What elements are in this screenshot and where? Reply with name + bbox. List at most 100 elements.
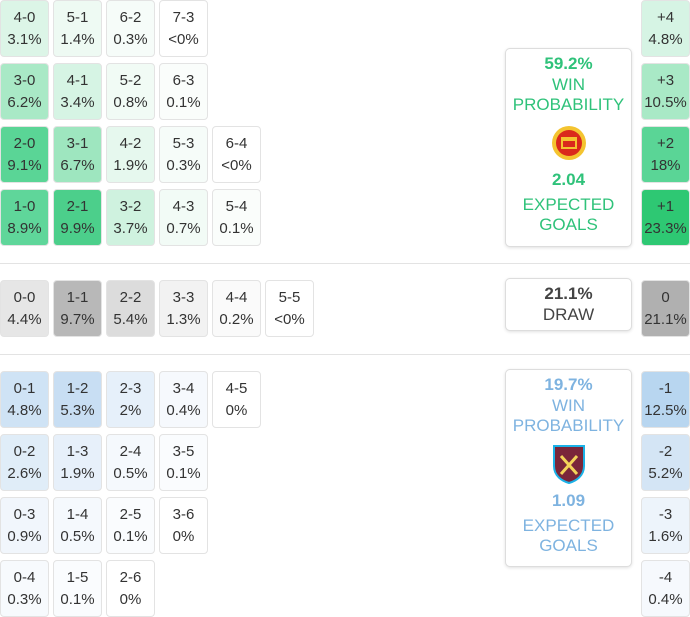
score: 0-1 <box>13 380 36 397</box>
score: 2-5 <box>119 506 142 523</box>
score: 2-3 <box>119 380 142 397</box>
probability: 0% <box>172 528 195 545</box>
score: 1-2 <box>66 380 89 397</box>
score-cell: 0-0 4.4% <box>0 280 49 337</box>
score-cell: 1-2 5.3% <box>53 371 102 428</box>
score-cell: 5-3 0.3% <box>159 126 208 183</box>
probability: 1.6% <box>648 528 683 545</box>
probability: 8.9% <box>7 220 42 237</box>
score: 1-5 <box>66 569 89 586</box>
score-cell: 3-3 1.3% <box>159 280 208 337</box>
probability: 9.1% <box>7 157 42 174</box>
score-cell: 1-4 0.5% <box>53 497 102 554</box>
margin-cell: +2 18% <box>641 126 690 183</box>
probability: 1.9% <box>113 157 148 174</box>
margin-cell: -1 12.5% <box>641 371 690 428</box>
goal-margin: -4 <box>658 569 673 586</box>
score-cell: 2-6 0% <box>106 560 155 617</box>
score: 2-2 <box>119 289 142 306</box>
probability: 6.7% <box>60 157 95 174</box>
score: 3-0 <box>13 72 36 89</box>
score: 1-3 <box>66 443 89 460</box>
probability: 0.5% <box>60 528 95 545</box>
score: 2-0 <box>13 135 36 152</box>
probability: 0.8% <box>113 94 148 111</box>
probability: 0.1% <box>60 591 95 608</box>
score: 3-3 <box>172 289 195 306</box>
probability-label: DRAW <box>542 305 595 324</box>
score-cell: 3-6 0% <box>159 497 208 554</box>
score-cell: 2-5 0.1% <box>106 497 155 554</box>
probability: 0.9% <box>7 528 42 545</box>
score-cell: 0-1 4.8% <box>0 371 49 428</box>
score: 0-0 <box>13 289 36 306</box>
score: 4-2 <box>119 135 142 152</box>
score: 3-2 <box>119 198 142 215</box>
score: 1-0 <box>13 198 36 215</box>
probability: 0.4% <box>166 402 201 419</box>
probability: 0.4% <box>648 591 683 608</box>
probability: 21.1% <box>644 311 687 328</box>
goal-margin: +4 <box>656 9 675 26</box>
score-cell: 6-4 <0% <box>212 126 261 183</box>
summary-panel: 19.7% WIN PROBABILITY 1.09 EXPECTED GOALS <box>505 369 632 567</box>
score: 3-4 <box>172 380 195 397</box>
score-cell: 0-2 2.6% <box>0 434 49 491</box>
margin-cell: +4 4.8% <box>641 0 690 57</box>
goal-margin: +1 <box>656 198 675 215</box>
score: 1-1 <box>66 289 89 306</box>
score-cell: 3-0 6.2% <box>0 63 49 120</box>
score: 6-4 <box>225 135 248 152</box>
probability: 0% <box>119 591 142 608</box>
score: 4-0 <box>13 9 36 26</box>
probability: 0.2% <box>219 311 254 328</box>
score: 0-3 <box>13 506 36 523</box>
score: 5-1 <box>66 9 89 26</box>
score: 1-4 <box>66 506 89 523</box>
probability-label: WIN PROBABILITY <box>512 75 625 114</box>
score-cell: 3-1 6.7% <box>53 126 102 183</box>
margin-cell: -3 1.6% <box>641 497 690 554</box>
win-probability: 21.1% <box>544 284 593 303</box>
probability: 0.3% <box>7 591 42 608</box>
score: 4-5 <box>225 380 248 397</box>
probability: 6.2% <box>7 94 42 111</box>
score: 7-3 <box>172 9 195 26</box>
score: 4-4 <box>225 289 248 306</box>
score-cell: 3-4 0.4% <box>159 371 208 428</box>
expected-goals: 2.04 <box>551 170 586 189</box>
probability: 5.4% <box>113 311 148 328</box>
probability: 0.1% <box>166 465 201 482</box>
goal-margin: +2 <box>656 135 675 152</box>
score: 4-1 <box>66 72 89 89</box>
probability: 0% <box>225 402 248 419</box>
score-cell: 1-3 1.9% <box>53 434 102 491</box>
probability: 12.5% <box>644 402 687 419</box>
probability: 5.3% <box>60 402 95 419</box>
score-cell: 5-4 0.1% <box>212 189 261 246</box>
probability: 9.9% <box>60 220 95 237</box>
expected-goals-label: EXPECTED GOALS <box>522 516 615 555</box>
probability: 1.3% <box>166 311 201 328</box>
score-cell: 2-0 9.1% <box>0 126 49 183</box>
goal-margin: -1 <box>658 380 673 397</box>
score: 5-4 <box>225 198 248 215</box>
goal-margin: 0 <box>661 289 670 306</box>
probability: <0% <box>168 31 199 48</box>
score: 6-2 <box>119 9 142 26</box>
team-crest <box>506 123 631 163</box>
score-cell: 4-5 0% <box>212 371 261 428</box>
probability: 9.7% <box>60 311 95 328</box>
win-probability: 59.2% <box>544 54 593 73</box>
probability: 0.5% <box>113 465 148 482</box>
probability: 3.7% <box>113 220 148 237</box>
score-cell: 5-2 0.8% <box>106 63 155 120</box>
goal-margin: -3 <box>658 506 673 523</box>
probability: 1.4% <box>60 31 95 48</box>
goal-margin: -2 <box>658 443 673 460</box>
score: 0-2 <box>13 443 36 460</box>
score-cell: 2-2 5.4% <box>106 280 155 337</box>
score: 5-2 <box>119 72 142 89</box>
win-probability: 19.7% <box>544 375 593 394</box>
score-cell: 7-3 <0% <box>159 0 208 57</box>
